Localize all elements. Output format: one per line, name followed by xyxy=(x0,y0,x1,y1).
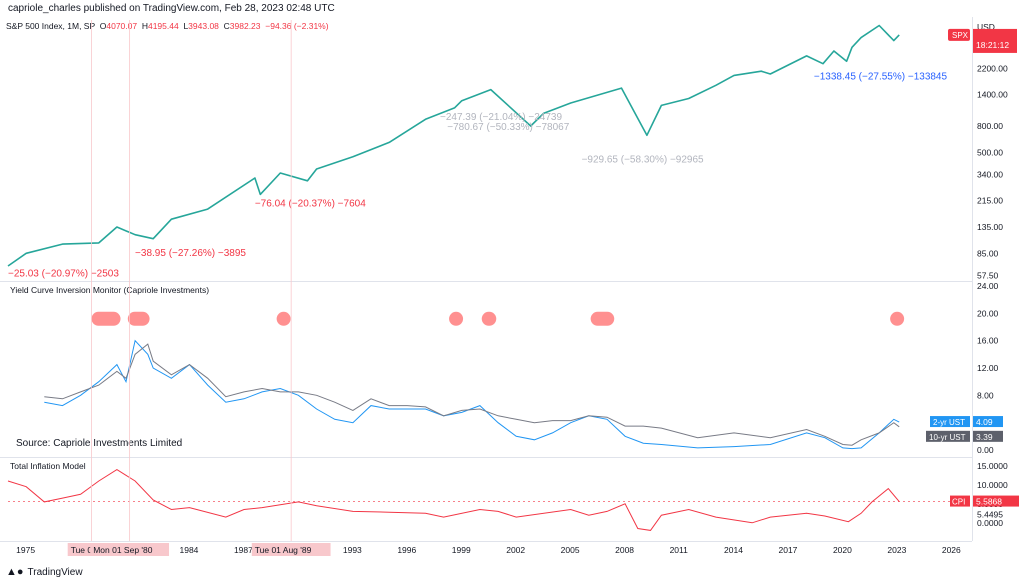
drawdown-dd6: −929.65 (−58.30%) −92965 xyxy=(582,154,704,165)
cpi-value: 5.5868 xyxy=(976,497,1002,507)
yield-tick-label: 0.00 xyxy=(977,445,994,455)
close-value: 3982.23 xyxy=(229,21,261,31)
cpi-label-bg xyxy=(950,495,970,507)
drawdown-dd7: −1338.45 (−27.55%) −133845 xyxy=(814,71,948,82)
time-tick-label: 2017 xyxy=(778,545,797,555)
inversion-marker xyxy=(276,311,291,326)
inversion-marker xyxy=(127,311,150,326)
time-tick-label: 2005 xyxy=(561,545,580,555)
time-hover-label: Tue 01 Aug '89 xyxy=(255,545,312,555)
yield-tick-label: 16.00 xyxy=(977,336,999,346)
price-tick-label: 57.50 xyxy=(977,270,999,280)
time-tick-label: 1999 xyxy=(452,545,471,555)
time-tick-label: 2026 xyxy=(942,545,961,555)
pane-divider-2[interactable] xyxy=(0,457,972,458)
cpi-line xyxy=(7,469,900,531)
publish-header: capriole_charles published on TradingVie… xyxy=(8,3,335,14)
price-tick-label: 1400.00 xyxy=(977,89,1008,99)
spx-badge: SPX xyxy=(952,31,969,40)
label-2yr-bg xyxy=(930,416,970,428)
price-tick-label: 500.00 xyxy=(977,148,1003,158)
label-10yr-bg xyxy=(926,430,970,442)
price-tick-label: 800.00 xyxy=(977,121,1003,131)
time-hover-label: Mon 01 Sep '80 xyxy=(93,545,153,555)
inversion-marker xyxy=(590,311,615,326)
symbol-name: S&P 500 Index, 1M, SP xyxy=(6,21,95,31)
price-tick-label: 85.00 xyxy=(977,248,999,258)
symbol-legend: S&P 500 Index, 1M, SP O4070.07 H4195.44 … xyxy=(6,21,329,31)
cpi-label: CPI xyxy=(952,498,965,507)
time-hover-bg xyxy=(90,543,170,556)
cpi-pane-title: Total Inflation Model xyxy=(10,461,86,471)
time-axis-border xyxy=(0,541,972,542)
drawdown-dd3: −76.04 (−20.37%) −7604 xyxy=(255,198,366,209)
cpi-value-bg xyxy=(973,495,1019,507)
time-tick-label: 2023 xyxy=(887,545,906,555)
time-tick-label: 1996 xyxy=(397,545,416,555)
value-2yr-bg xyxy=(973,416,1003,428)
open-value: 4070.07 xyxy=(106,21,138,31)
inversion-marker xyxy=(91,311,121,326)
tradingview-logo-icon: ▲● xyxy=(6,566,24,578)
time-tick-label: 2011 xyxy=(670,545,689,555)
spx-series-line xyxy=(7,24,900,267)
price-tick-label: 135.00 xyxy=(977,222,1003,232)
value-10yr-bg xyxy=(973,430,1003,442)
time-tick-label: 1984 xyxy=(180,545,199,555)
cpi-tick-label: 10.0000 xyxy=(977,480,1008,490)
time-tick-label: 2008 xyxy=(615,545,634,555)
time-tick-label: 1987 xyxy=(234,545,253,555)
drawdown-dd5: −780.67 (−50.33%) −78067 xyxy=(447,122,569,133)
time-hover-bg xyxy=(251,543,331,556)
cpi-tick-label: 0.0000 xyxy=(977,518,1003,528)
value-10yr: 3.39 xyxy=(976,432,993,442)
inversion-marker xyxy=(449,311,464,326)
close-label: C xyxy=(223,21,230,31)
yield-tick-label: 20.00 xyxy=(977,308,999,318)
label-10yr: 10-yr UST xyxy=(929,433,966,442)
yield-pane-title: Yield Curve Inversion Monitor (Capriole … xyxy=(10,285,210,295)
price-tick-label: 2200.00 xyxy=(977,64,1008,74)
yield-tick-label: 24.00 xyxy=(977,281,999,291)
time-hover-label: Tue 01 A xyxy=(71,545,105,555)
price-tick-label: 340.00 xyxy=(977,170,1003,180)
inversion-marker xyxy=(481,311,497,326)
time-tick-label: 1993 xyxy=(343,545,362,555)
yield-10yr-line xyxy=(44,343,900,446)
drawdown-dd4: −247.39 (−21.04%) −24739 xyxy=(440,112,562,123)
value-2yr: 4.09 xyxy=(976,417,993,427)
drawdown-dd2: −38.95 (−27.26%) −3895 xyxy=(135,248,246,259)
time-tick-label: 2020 xyxy=(833,545,852,555)
high-label: H xyxy=(141,21,148,31)
brand-name: TradingView xyxy=(27,566,83,578)
price-axis-line xyxy=(972,17,973,541)
last-price-tag-bg xyxy=(973,28,1017,53)
low-value: 3943.08 xyxy=(188,21,219,31)
source-note: Source: Capriole Investments Limited xyxy=(16,438,183,449)
footer: ▲● TradingView xyxy=(6,566,83,578)
drawdown-dd1: −25.03 (−20.97%) −2503 xyxy=(8,268,119,279)
time-tick-label: 1975 xyxy=(16,545,35,555)
spx-badge-bg xyxy=(948,28,970,41)
yield-2yr-line xyxy=(44,339,900,450)
pane-divider-1[interactable] xyxy=(0,281,972,282)
label-2yr: 2-yr UST xyxy=(933,418,965,427)
yield-tick-label: 12.00 xyxy=(977,363,999,373)
high-value: 4195.44 xyxy=(147,21,179,31)
price-tick-label: 215.00 xyxy=(977,196,1003,206)
yield-tick-label: 8.00 xyxy=(977,390,994,400)
open-label: O xyxy=(99,21,107,31)
inversion-marker xyxy=(890,311,905,326)
currency-label: USD xyxy=(977,22,995,32)
time-tick-label: 2014 xyxy=(724,545,743,555)
countdown-label: 18:21:12 xyxy=(976,40,1009,50)
change-value: −94.36 (−2.31%) xyxy=(265,21,329,31)
cpi-tick-label: 15.0000 xyxy=(977,461,1008,471)
time-tick-label: 2002 xyxy=(506,545,525,555)
low-label: L xyxy=(183,21,189,31)
cpi-model-value: 5.4495 xyxy=(977,510,1003,520)
